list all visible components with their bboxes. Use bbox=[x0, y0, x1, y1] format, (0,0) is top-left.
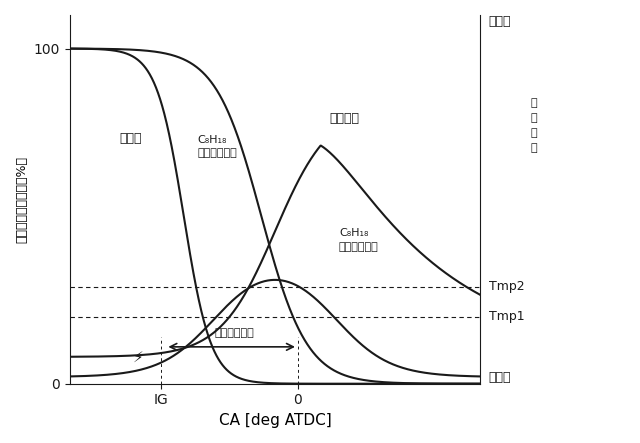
Text: 初期燃焼期間: 初期燃焼期間 bbox=[214, 328, 254, 338]
Text: オゾン: オゾン bbox=[120, 132, 142, 145]
Text: C₈H₁₈
（オゾン有）: C₈H₁₈ （オゾン有） bbox=[198, 135, 237, 158]
Text: （高）: （高） bbox=[488, 15, 511, 28]
Text: （低）: （低） bbox=[488, 371, 511, 384]
Text: 筒
内
温
度: 筒 内 温 度 bbox=[531, 98, 537, 153]
Text: Tmp1: Tmp1 bbox=[488, 310, 524, 323]
Text: C₈H₁₈
（オゾン無）: C₈H₁₈ （オゾン無） bbox=[339, 229, 379, 252]
Y-axis label: 燃料・オゾン割合［%］: 燃料・オゾン割合［%］ bbox=[15, 156, 28, 243]
Text: 筒内温度: 筒内温度 bbox=[330, 112, 360, 125]
X-axis label: CA [deg ATDC]: CA [deg ATDC] bbox=[219, 413, 332, 428]
Text: ⚡: ⚡ bbox=[132, 350, 143, 365]
Text: Tmp2: Tmp2 bbox=[488, 280, 524, 293]
